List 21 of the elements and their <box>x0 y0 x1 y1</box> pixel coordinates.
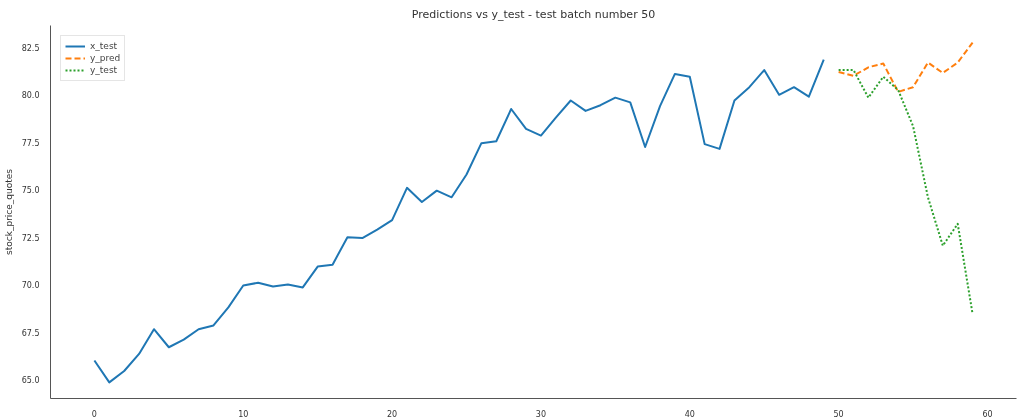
y-tick-label: 67.5 <box>21 328 40 338</box>
y-tick-label: 72.5 <box>21 233 40 243</box>
y-tick-label: 75.0 <box>21 186 40 196</box>
x-tick-label: 60 <box>982 409 993 419</box>
x-tick-label: 10 <box>238 409 249 419</box>
x-tick-label: 40 <box>684 409 695 419</box>
y-tick-label: 65.0 <box>21 376 40 386</box>
y-tick-label: 82.5 <box>21 43 40 53</box>
legend-label: y_test <box>90 64 118 76</box>
y-tick-label: 80.0 <box>21 91 40 101</box>
x-tick-label: 0 <box>91 409 97 419</box>
legend-label: x_test <box>90 40 118 52</box>
y-tick-label: 70.0 <box>21 281 40 291</box>
chart-title: Predictions vs y_test - test batch number 50 <box>411 7 656 21</box>
x-tick-label: 30 <box>535 409 547 419</box>
x-tick-label: 20 <box>387 409 398 419</box>
y-tick-label: 77.5 <box>21 138 40 148</box>
y-axis-title: stock_price_quotes <box>3 168 14 255</box>
legend-label: y_pred <box>90 52 121 64</box>
line-series <box>837 41 974 93</box>
x-tick-label: 50 <box>833 409 844 419</box>
